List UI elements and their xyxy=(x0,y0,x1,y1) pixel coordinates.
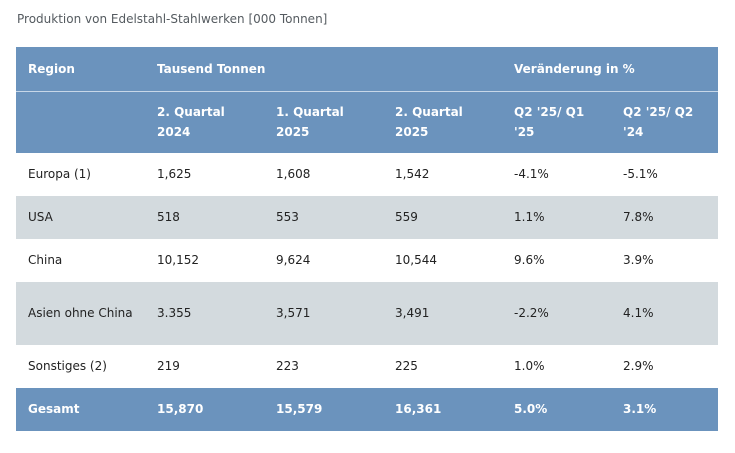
cell-value: 3,571 xyxy=(276,306,311,320)
header-group-tonnes: Tausend Tonnen xyxy=(145,47,503,92)
cell-value: 1,608 xyxy=(276,167,311,181)
cell-change: 1.0% xyxy=(514,359,545,373)
cell-change: 4.1% xyxy=(623,306,654,320)
cell-change: 9.6% xyxy=(514,253,545,267)
table-row: Europa (1) 1,625 1,608 1,542 -4.1% -5.1% xyxy=(16,153,719,196)
cell-value: 10,544 xyxy=(395,253,437,267)
header-change-q1: Q2 '25/ Q1 '25 xyxy=(514,105,585,140)
cell-change: 2.9% xyxy=(623,359,654,373)
cell-region: Sonstiges (2) xyxy=(28,359,107,373)
total-change: 3.1% xyxy=(623,402,657,416)
table-row: China 10,152 9,624 10,544 9.6% 3.9% xyxy=(16,239,719,282)
total-value: 15,579 xyxy=(276,402,323,416)
production-table: Region Tausend Tonnen Veränderung in % 2… xyxy=(16,47,719,431)
cell-value: 1,625 xyxy=(157,167,192,181)
cell-value: 9,624 xyxy=(276,253,311,267)
header-region: Region xyxy=(16,47,145,92)
cell-value: 10,152 xyxy=(157,253,199,267)
header-q2-2025: 2. Quartal 2025 xyxy=(395,105,463,140)
header-change-q2: Q2 '25/ Q2 '24 xyxy=(623,105,694,140)
cell-value: 518 xyxy=(157,210,180,224)
total-value: 15,870 xyxy=(157,402,204,416)
cell-value: 553 xyxy=(276,210,299,224)
cell-change: -5.1% xyxy=(623,167,658,181)
table-row: Sonstiges (2) 219 223 225 1.0% 2.9% xyxy=(16,345,719,388)
cell-value: 3.355 xyxy=(157,306,192,320)
cell-value: 219 xyxy=(157,359,180,373)
total-row: Gesamt 15,870 15,579 16,361 5.0% 3.1% xyxy=(16,388,719,431)
header-q1-2025: 1. Quartal 2025 xyxy=(276,105,344,140)
cell-region: China xyxy=(28,253,63,267)
cell-region: USA xyxy=(28,210,53,224)
table-row: Asien ohne China 3.355 3,571 3,491 -2.2%… xyxy=(16,282,719,345)
header-group-change: Veränderung in % xyxy=(502,47,719,92)
header-empty xyxy=(16,91,145,153)
cell-change: 1.1% xyxy=(514,210,545,224)
cell-change: 3.9% xyxy=(623,253,654,267)
header-row-columns: 2. Quartal 2024 1. Quartal 2025 2. Quart… xyxy=(16,91,719,153)
total-change: 5.0% xyxy=(514,402,548,416)
cell-change: -2.2% xyxy=(514,306,549,320)
total-label: Gesamt xyxy=(28,402,80,416)
cell-value: 1,542 xyxy=(395,167,430,181)
cell-change: 7.8% xyxy=(623,210,654,224)
header-row-groups: Region Tausend Tonnen Veränderung in % xyxy=(16,47,719,92)
cell-change: -4.1% xyxy=(514,167,549,181)
table-row: USA 518 553 559 1.1% 7.8% xyxy=(16,196,719,239)
table-caption: Produktion von Edelstahl-Stahlwerken [00… xyxy=(17,12,328,26)
cell-region: Asien ohne China xyxy=(28,306,133,320)
cell-value: 225 xyxy=(395,359,418,373)
header-q2-2024: 2. Quartal 2024 xyxy=(157,105,225,140)
cell-value: 3,491 xyxy=(395,306,430,320)
cell-value: 559 xyxy=(395,210,418,224)
total-value: 16,361 xyxy=(395,402,442,416)
cell-region: Europa (1) xyxy=(28,167,91,181)
cell-value: 223 xyxy=(276,359,299,373)
